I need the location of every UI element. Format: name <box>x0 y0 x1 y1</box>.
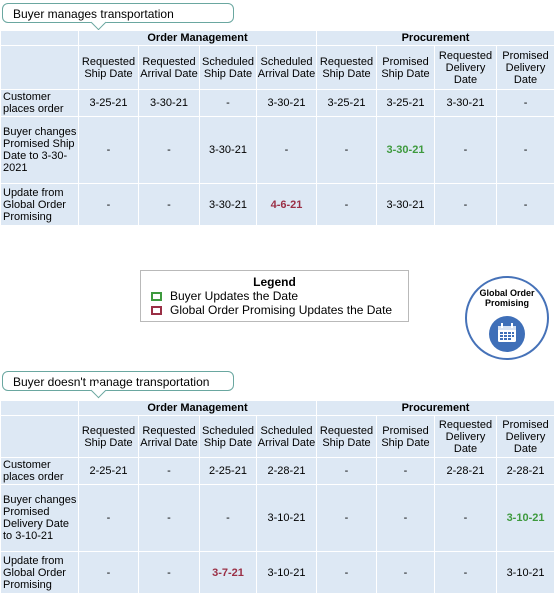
table-cell: 3-30-21 <box>256 89 317 117</box>
table-cell: 3-30-21 <box>434 89 497 117</box>
table-cell: - <box>138 183 200 226</box>
table-row: Customer places order 2-25-21 - 2-25-21 … <box>0 457 554 485</box>
table-cell: - <box>256 116 317 184</box>
column-header: Requested Arrival Date <box>138 415 200 458</box>
table-row: Buyer changes Promised Delivery Date to … <box>0 484 554 552</box>
table-cell: 3-30-21 <box>138 89 200 117</box>
table-cell: - <box>316 183 377 226</box>
row-header: Buyer changes Promised Ship Date to 3-30… <box>0 116 79 184</box>
table-cell: - <box>316 551 377 594</box>
table-cell: 3-30-21 <box>376 183 435 226</box>
table-cell: 2-25-21 <box>199 457 257 485</box>
corner-cell <box>0 400 79 416</box>
column-header: Scheduled Arrival Date <box>256 45 317 90</box>
group-order-management: Order Management <box>78 400 317 416</box>
column-header: Requested Ship Date <box>316 415 377 458</box>
table-row: Customer places order 3-25-21 3-30-21 - … <box>0 89 554 117</box>
table-cell: - <box>78 551 139 594</box>
corner-cell <box>0 415 79 458</box>
column-header: Promised Delivery Date <box>495 45 554 90</box>
red-swatch-icon <box>151 305 162 315</box>
table-cell: - <box>199 89 257 117</box>
gop-updated-cell: 3-7-21 <box>199 551 257 594</box>
table-row: Update from Global Order Promising - - 3… <box>0 183 554 226</box>
column-header: Promised Delivery Date <box>495 415 554 458</box>
table-cell: 3-10-21 <box>256 551 317 594</box>
section2-callout: Buyer doesn't manage transportation <box>2 371 234 391</box>
buyer-updated-cell: 3-30-21 <box>376 116 435 184</box>
legend-label: Global Order Promising Updates the Date <box>170 303 393 317</box>
table-cell: - <box>78 484 139 552</box>
section1-table: Order Management Procurement Requested S… <box>0 30 554 226</box>
column-header: Promised Ship Date <box>376 415 435 458</box>
column-header: Scheduled Ship Date <box>199 415 257 458</box>
row-header: Customer places order <box>0 89 79 117</box>
table-cell: - <box>376 484 435 552</box>
table-cell: - <box>316 484 377 552</box>
row-header: Update from Global Order Promising <box>0 183 79 226</box>
table-cell: - <box>495 116 554 184</box>
table-cell: - <box>78 116 139 184</box>
table-cell: 3-30-21 <box>199 116 257 184</box>
corner-cell <box>0 45 79 90</box>
legend-item-gop: Global Order Promising Updates the Date <box>141 303 408 317</box>
table-cell: - <box>199 484 257 552</box>
table-cell: 3-25-21 <box>316 89 377 117</box>
group-procurement: Procurement <box>315 30 554 46</box>
table-cell: 3-10-21 <box>256 484 317 552</box>
calendar-icon <box>489 316 525 352</box>
table-cell: - <box>376 551 435 594</box>
table-cell: - <box>316 457 377 485</box>
gop-updated-cell: 4-6-21 <box>256 183 317 226</box>
table-cell: - <box>434 484 497 552</box>
table-cell: - <box>138 457 200 485</box>
table-cell: - <box>78 183 139 226</box>
column-header: Requested Ship Date <box>316 45 377 90</box>
corner-cell <box>0 30 79 46</box>
group-procurement: Procurement <box>315 400 554 416</box>
legend-title: Legend <box>253 275 296 289</box>
table-cell: - <box>138 116 200 184</box>
row-header: Buyer changes Promised Delivery Date to … <box>0 484 79 552</box>
row-header: Update from Global Order Promising <box>0 551 79 594</box>
table-row: Buyer changes Promised Ship Date to 3-30… <box>0 116 554 184</box>
table-cell: 3-25-21 <box>376 89 435 117</box>
column-header: Requested Delivery Date <box>434 415 497 458</box>
column-header: Requested Delivery Date <box>434 45 497 90</box>
column-header: Requested Ship Date <box>78 415 139 458</box>
table-cell: - <box>434 116 497 184</box>
row-header: Customer places order <box>0 457 79 485</box>
table-cell: - <box>138 484 200 552</box>
table-cell: - <box>376 457 435 485</box>
legend-item-buyer: Buyer Updates the Date <box>141 289 408 303</box>
table-cell: 2-28-21 <box>256 457 317 485</box>
column-header: Scheduled Arrival Date <box>256 415 317 458</box>
column-header: Scheduled Ship Date <box>199 45 257 90</box>
section1-callout: Buyer manages transportation <box>2 3 234 23</box>
table-cell: - <box>434 183 497 226</box>
table-cell: - <box>495 89 554 117</box>
table-cell: - <box>434 551 497 594</box>
table-cell: 3-25-21 <box>78 89 139 117</box>
global-order-promising-badge: Global Order Promising <box>465 276 549 360</box>
badge-label: Global Order Promising <box>479 288 535 308</box>
table-cell: - <box>138 551 200 594</box>
legend: Legend Buyer Updates the Date Global Ord… <box>140 270 409 322</box>
green-swatch-icon <box>151 291 162 301</box>
column-header: Requested Arrival Date <box>138 45 200 90</box>
column-header: Requested Ship Date <box>78 45 139 90</box>
group-order-management: Order Management <box>78 30 317 46</box>
table-cell: 3-10-21 <box>495 551 554 594</box>
buyer-updated-cell: 3-10-21 <box>495 484 554 552</box>
table-cell: 2-25-21 <box>78 457 139 485</box>
table-cell: 3-30-21 <box>199 183 257 226</box>
table-cell: 2-28-21 <box>495 457 554 485</box>
table-cell: - <box>316 116 377 184</box>
table-cell: - <box>495 183 554 226</box>
section2-table: Order Management Procurement Requested S… <box>0 400 554 594</box>
table-row: Update from Global Order Promising - - 3… <box>0 551 554 594</box>
table-cell: 2-28-21 <box>434 457 497 485</box>
column-header: Promised Ship Date <box>376 45 435 90</box>
legend-label: Buyer Updates the Date <box>170 289 299 303</box>
